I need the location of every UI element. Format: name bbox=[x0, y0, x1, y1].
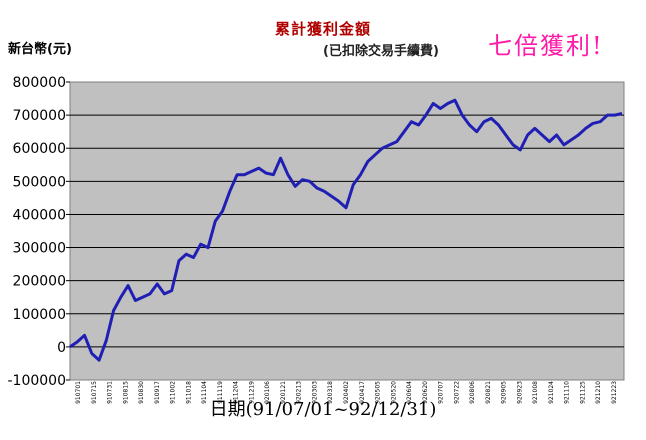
x-tick-label: 920905 bbox=[501, 381, 508, 404]
y-tick-label: 500000 bbox=[13, 174, 66, 190]
chart-title: 累計獲利金額 bbox=[274, 20, 371, 38]
x-tick-label: 920821 bbox=[485, 381, 492, 404]
x-tick-label: 910917 bbox=[154, 381, 161, 404]
x-tick-label: 910701 bbox=[75, 381, 82, 404]
x-tick-label: 920604 bbox=[406, 381, 413, 404]
x-tick-label: 921223 bbox=[611, 381, 618, 404]
x-tick-label: 921024 bbox=[548, 381, 555, 404]
series-line bbox=[69, 98, 623, 362]
y-tick-label: 600000 bbox=[13, 141, 66, 157]
x-tick-label: 910715 bbox=[91, 381, 98, 404]
x-tick-label: 920722 bbox=[453, 381, 460, 404]
x-tick-label: 920106 bbox=[264, 381, 271, 404]
x-tick-label: 920121 bbox=[280, 381, 287, 404]
x-tick-label: 920520 bbox=[390, 381, 397, 404]
x-tick-label: 921125 bbox=[579, 381, 586, 404]
x-tick-label: 910830 bbox=[138, 381, 145, 404]
y-tick-label: 200000 bbox=[13, 274, 66, 290]
x-tick-label: 920707 bbox=[438, 381, 445, 404]
x-tick-label: 911204 bbox=[233, 381, 240, 404]
x-axis-label: 日期(91/07/01~92/12/31) bbox=[209, 399, 437, 420]
x-tick-label: 920213 bbox=[296, 381, 303, 404]
x-tick-label: 920923 bbox=[516, 381, 523, 404]
y-axis-label: 新台幣(元) bbox=[8, 42, 72, 57]
x-tick-label: 911104 bbox=[201, 381, 208, 404]
x-tick-label: 921210 bbox=[595, 381, 602, 404]
y-tick-label: 300000 bbox=[13, 241, 66, 257]
y-tick-label: 0 bbox=[57, 340, 66, 356]
x-tick-label: 920402 bbox=[343, 381, 350, 404]
x-tick-label: 911002 bbox=[170, 381, 177, 404]
x-tick-label: 920806 bbox=[469, 381, 476, 404]
chart-annotation: 七倍獲利! bbox=[488, 32, 604, 60]
y-tick-label: 800000 bbox=[13, 75, 66, 91]
y-tick-label: 400000 bbox=[13, 207, 66, 223]
x-tick-label: 921008 bbox=[532, 381, 539, 404]
chart-subtitle: (已扣除交易手續費) bbox=[323, 44, 439, 59]
x-tick-label: 910815 bbox=[122, 381, 129, 404]
y-tick-label: -100000 bbox=[8, 373, 67, 389]
x-tick-label: 911219 bbox=[248, 381, 255, 404]
plot-area bbox=[69, 81, 625, 381]
x-tick-label: 921110 bbox=[564, 381, 571, 404]
y-tick-label: 700000 bbox=[13, 108, 66, 124]
x-tick-label: 911119 bbox=[217, 381, 224, 404]
x-tick-label: 920318 bbox=[327, 381, 334, 404]
x-tick-label: 910731 bbox=[107, 381, 114, 404]
x-tick-label: 911018 bbox=[185, 381, 192, 404]
y-tick-label: 100000 bbox=[13, 307, 66, 323]
x-tick-label: 920417 bbox=[359, 381, 366, 404]
x-tick-label: 920620 bbox=[422, 381, 429, 404]
x-tick-label: 920505 bbox=[375, 381, 382, 404]
x-tick-label: 920303 bbox=[311, 381, 318, 404]
